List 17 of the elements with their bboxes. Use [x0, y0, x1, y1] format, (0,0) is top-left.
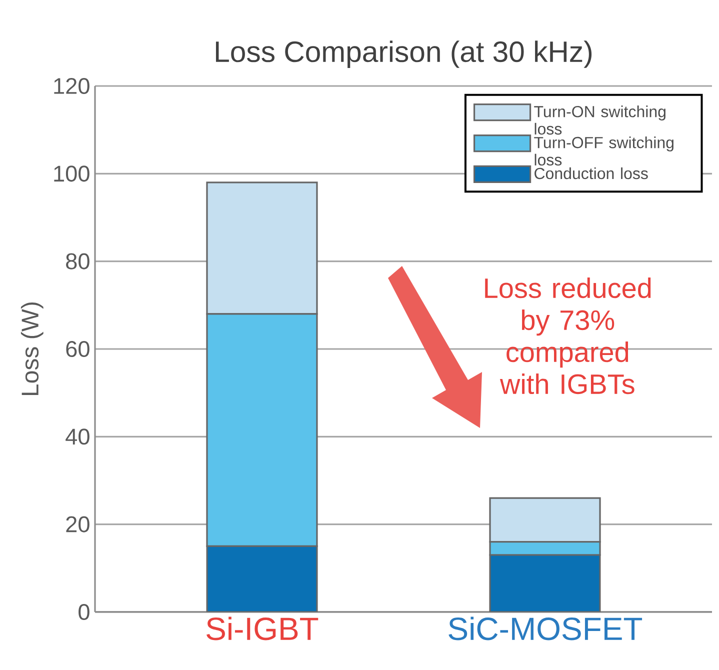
y-axis-title: Loss (W)	[20, 302, 44, 396]
x-tick-label: Si-IGBT	[206, 616, 318, 640]
annotation: Loss reduced by 73% compared with IGBTs	[485, 278, 651, 394]
y-tick-label: 60	[66, 340, 90, 358]
y-tick-label: 20	[66, 516, 90, 532]
bar	[489, 554, 601, 612]
chart-title: Loss Comparison (at 30 kHz)	[216, 40, 592, 68]
legend-label: Turn-ON switching loss	[534, 106, 666, 135]
legend-label: Conduction loss	[534, 167, 648, 180]
x-tick-label: SiC-MOSFET	[448, 616, 642, 640]
bar	[206, 545, 318, 612]
legend-label: Turn-OFF switching loss	[534, 136, 674, 166]
y-tick-label: 40	[66, 428, 90, 445]
y-tick-label: 100	[54, 166, 90, 182]
y-tick-label: 120	[54, 78, 90, 94]
y-tick-label: 0	[78, 604, 90, 620]
y-tick-label: 80	[66, 253, 90, 270]
